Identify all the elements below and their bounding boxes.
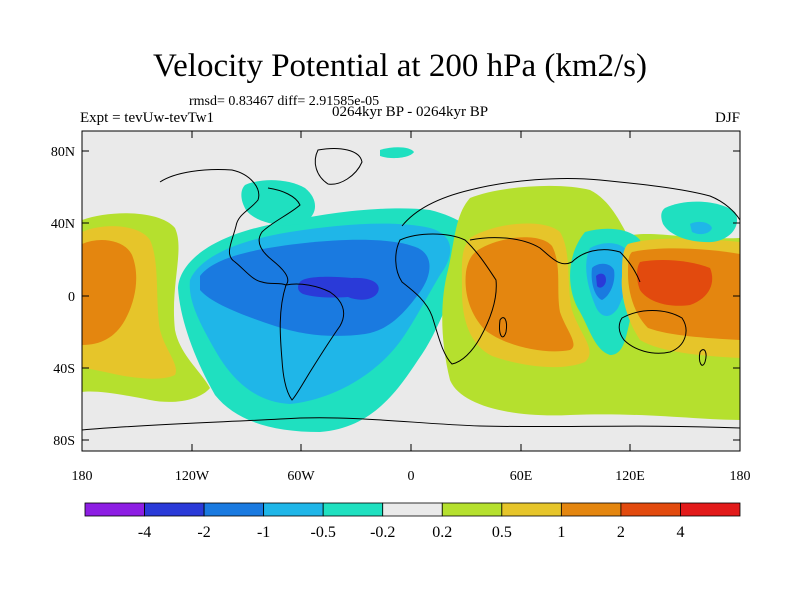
lat-tick-label: 80S bbox=[53, 434, 75, 449]
colorbar-swatch bbox=[680, 502, 741, 517]
colorbar-label: -0.5 bbox=[311, 524, 336, 541]
lon-tick-label: 120W bbox=[175, 469, 210, 484]
contour-cyan-northpacific bbox=[661, 201, 738, 243]
lon-tick-label: 180 bbox=[72, 469, 93, 484]
lat-tick-label: 40S bbox=[53, 362, 75, 377]
page-title: Velocity Potential at 200 hPa (km2/s) bbox=[152, 48, 648, 84]
colorbar-label: -1 bbox=[257, 524, 270, 541]
coastline-greenland bbox=[314, 148, 363, 185]
coastline-madagascar bbox=[499, 317, 507, 338]
colorbar-swatch bbox=[560, 502, 622, 517]
coastline-africa bbox=[395, 233, 497, 365]
rmsd-label: rmsd= 0.83467 diff= 2.91585e-05 bbox=[189, 94, 380, 109]
coastline-new-zealand bbox=[699, 349, 707, 366]
lat-tick-label: 80N bbox=[51, 145, 75, 160]
colorbar-label: 2 bbox=[617, 524, 625, 541]
colorbar-label: 4 bbox=[676, 524, 684, 541]
colorbar-swatch bbox=[620, 502, 681, 517]
lat-tick-label: 40N bbox=[51, 217, 75, 232]
coastline-antarctica bbox=[82, 417, 740, 431]
colorbar: -4 -2 -1 -0.5 -0.2 0.2 0.5 1 2 4 bbox=[84, 502, 741, 541]
contour-darkblue-indian bbox=[596, 273, 606, 288]
colorbar-swatch bbox=[441, 502, 503, 517]
colorbar-label: 0.5 bbox=[492, 524, 512, 541]
colorbar-swatch bbox=[144, 502, 205, 517]
contour-red-westpacific bbox=[637, 260, 713, 306]
lon-tick-label: 60E bbox=[510, 469, 533, 484]
period-label: 0264kyr BP - 0264kyr BP bbox=[331, 104, 489, 120]
colorbar-swatch bbox=[382, 502, 443, 517]
colorbar-label: -2 bbox=[197, 524, 210, 541]
contour-cyan-arctic bbox=[380, 147, 414, 159]
lat-tick-label: 0 bbox=[68, 290, 75, 305]
lon-tick-label: 180 bbox=[730, 469, 751, 484]
contour-darkblue-atlantic bbox=[298, 276, 379, 300]
contour-orange-pacific bbox=[82, 239, 137, 345]
map-axes: 180 120W 60W 0 60E 120E 180 80N 40N 0 40S 80S bbox=[51, 131, 751, 484]
coastlines bbox=[82, 148, 740, 431]
coastline-eurasia bbox=[401, 177, 740, 283]
colorbar-label: -4 bbox=[138, 524, 151, 541]
colorbar-swatch bbox=[203, 502, 265, 517]
contour-orange-africa bbox=[465, 237, 574, 352]
season-label: DJF bbox=[714, 110, 740, 126]
lon-tick-label: 60W bbox=[287, 469, 315, 484]
colorbar-label: 1 bbox=[557, 524, 565, 541]
colorbar-swatch bbox=[322, 502, 384, 517]
lon-tick-label: 120E bbox=[615, 469, 645, 484]
coastline-south-america bbox=[279, 283, 345, 401]
contour-lightblue-northpacific bbox=[690, 221, 712, 235]
colorbar-swatch bbox=[263, 502, 324, 517]
experiment-label: Expt = tevUw-tevTw1 bbox=[80, 110, 215, 126]
coastline-north-america bbox=[159, 169, 301, 286]
colorbar-label: 0.2 bbox=[432, 524, 452, 541]
colorbar-label: -0.2 bbox=[370, 524, 395, 541]
colorbar-swatch bbox=[501, 502, 562, 517]
contour-cyan-northatlantic bbox=[241, 180, 316, 226]
coastline-australia bbox=[618, 310, 687, 354]
lon-tick-label: 0 bbox=[408, 469, 415, 484]
colorbar-swatch bbox=[84, 502, 145, 517]
contour-fields bbox=[82, 131, 740, 451]
